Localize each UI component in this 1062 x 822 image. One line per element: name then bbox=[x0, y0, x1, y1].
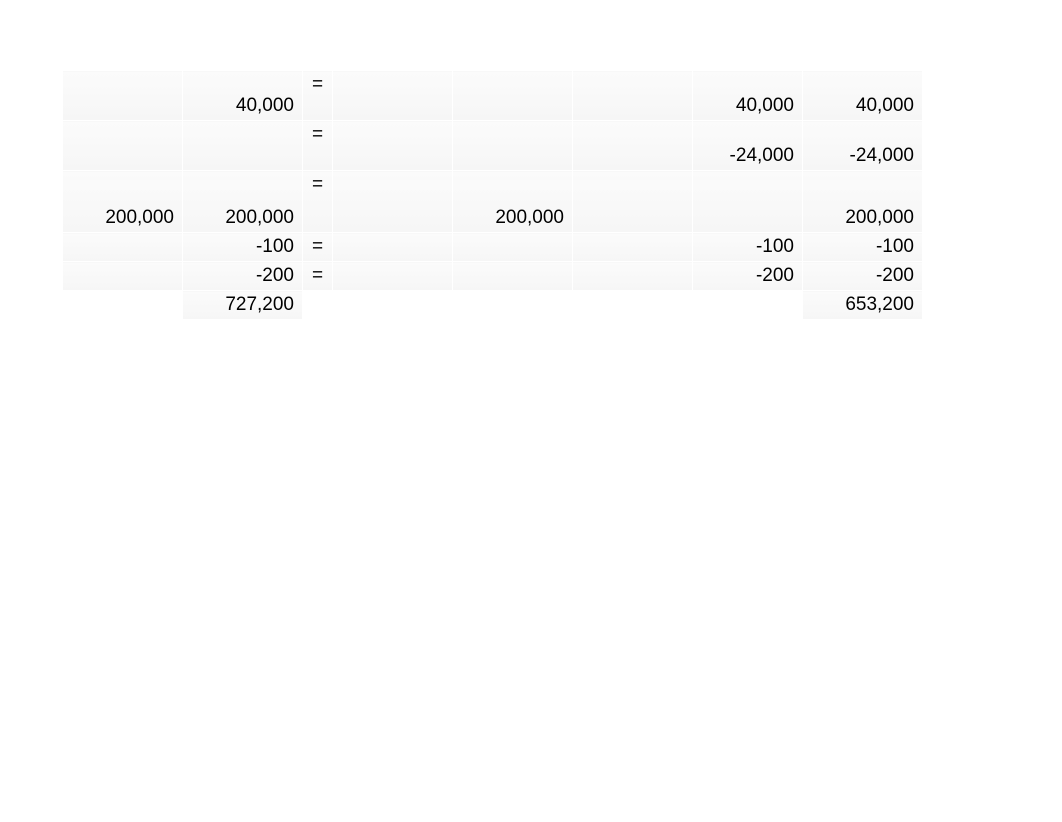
cell bbox=[573, 262, 693, 291]
data-table-container: 40,000 = 40,000 40,000 = -24,000 -24,000… bbox=[62, 70, 923, 320]
cell bbox=[573, 171, 693, 233]
cell: 40,000 bbox=[693, 71, 803, 121]
equals-cell: = bbox=[303, 71, 333, 121]
cell: -24,000 bbox=[803, 121, 923, 171]
cell bbox=[333, 121, 453, 171]
cell: -200 bbox=[693, 262, 803, 291]
data-table: 40,000 = 40,000 40,000 = -24,000 -24,000… bbox=[62, 70, 923, 320]
equals-cell: = bbox=[303, 171, 333, 233]
cell bbox=[573, 291, 693, 320]
cell bbox=[333, 291, 453, 320]
cell bbox=[573, 121, 693, 171]
table-row: -100 = -100 -100 bbox=[63, 233, 923, 262]
cell: 40,000 bbox=[803, 71, 923, 121]
cell bbox=[573, 233, 693, 262]
cell: 200,000 bbox=[183, 171, 303, 233]
cell: -100 bbox=[693, 233, 803, 262]
table-row: 200,000 200,000 = 200,000 200,000 bbox=[63, 171, 923, 233]
cell bbox=[573, 71, 693, 121]
cell bbox=[333, 262, 453, 291]
cell bbox=[303, 291, 333, 320]
equals-cell: = bbox=[303, 121, 333, 171]
cell: 200,000 bbox=[453, 171, 573, 233]
cell bbox=[63, 233, 183, 262]
cell bbox=[693, 291, 803, 320]
table-row: -200 = -200 -200 bbox=[63, 262, 923, 291]
cell bbox=[453, 262, 573, 291]
cell: -200 bbox=[803, 262, 923, 291]
cell bbox=[333, 171, 453, 233]
cell: -100 bbox=[183, 233, 303, 262]
cell: -100 bbox=[803, 233, 923, 262]
table-row: = -24,000 -24,000 bbox=[63, 121, 923, 171]
cell bbox=[453, 121, 573, 171]
cell bbox=[453, 291, 573, 320]
equals-cell: = bbox=[303, 233, 333, 262]
cell: -24,000 bbox=[693, 121, 803, 171]
cell: 40,000 bbox=[183, 71, 303, 121]
cell bbox=[63, 262, 183, 291]
cell bbox=[333, 233, 453, 262]
cell: 200,000 bbox=[803, 171, 923, 233]
cell bbox=[183, 121, 303, 171]
cell bbox=[453, 233, 573, 262]
total-cell: 727,200 bbox=[183, 291, 303, 320]
equals-cell: = bbox=[303, 262, 333, 291]
cell bbox=[63, 291, 183, 320]
cell bbox=[333, 71, 453, 121]
table-row: 40,000 = 40,000 40,000 bbox=[63, 71, 923, 121]
cell bbox=[693, 171, 803, 233]
cell: -200 bbox=[183, 262, 303, 291]
cell bbox=[63, 71, 183, 121]
total-cell: 653,200 bbox=[803, 291, 923, 320]
cell: 200,000 bbox=[63, 171, 183, 233]
cell bbox=[453, 71, 573, 121]
totals-row: 727,200 653,200 bbox=[63, 291, 923, 320]
cell bbox=[63, 121, 183, 171]
